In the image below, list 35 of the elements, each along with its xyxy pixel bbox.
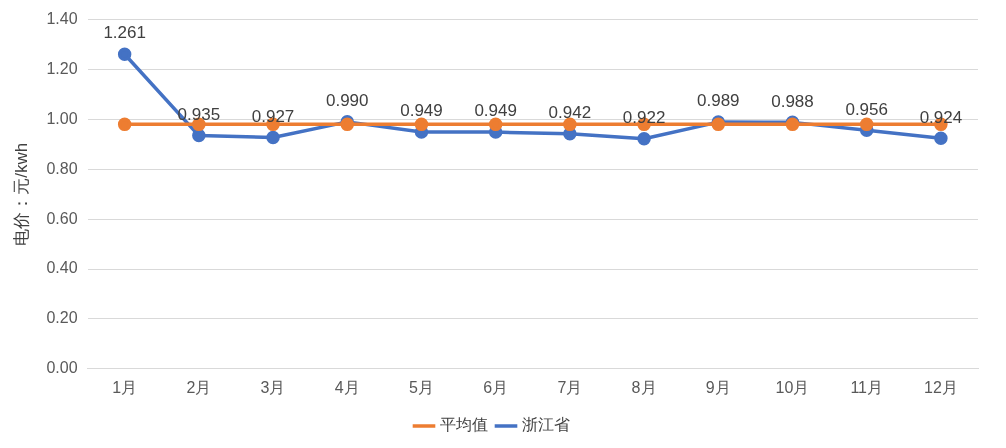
y-tick-label: 0.00 (46, 359, 78, 377)
y-axis-title: 电价：元/kwh (11, 142, 31, 246)
x-tick-label: 4月 (334, 378, 360, 396)
y-tick-label: 0.40 (46, 259, 78, 277)
data-label: 0.956 (845, 99, 888, 119)
x-tick-label: 6月 (483, 378, 509, 396)
y-tick-label: 1.20 (46, 59, 78, 77)
x-tick-label: 5月 (409, 378, 434, 396)
y-tick-label: 0.80 (46, 159, 78, 177)
data-label: 0.990 (325, 91, 369, 111)
data-label: 0.922 (622, 108, 666, 128)
x-tick-label: 2月 (186, 378, 212, 396)
data-label: 0.942 (548, 103, 592, 123)
x-tick-label: 10月 (775, 378, 810, 396)
x-tick-label: 12月 (924, 378, 958, 396)
y-tick-label: 1.40 (46, 10, 78, 28)
legend-label: 浙江省 (522, 416, 570, 434)
data-label: 0.924 (919, 107, 963, 127)
data-label: 0.935 (177, 104, 221, 124)
y-tick-label: 1.00 (46, 109, 78, 127)
data-label: 0.949 (400, 101, 443, 121)
x-tick-label: 1月 (112, 378, 138, 396)
x-tick-label: 11月 (850, 378, 883, 396)
x-tick-label: 7月 (557, 378, 583, 396)
data-label: 0.949 (474, 101, 517, 121)
y-tick-label: 0.60 (46, 209, 78, 227)
data-label: 1.261 (103, 23, 146, 43)
data-label: 0.989 (697, 91, 740, 111)
x-tick-label: 3月 (260, 378, 286, 396)
data-label: 0.988 (771, 91, 814, 111)
x-tick-label: 8月 (631, 378, 657, 396)
y-tick-label: 0.20 (46, 309, 78, 327)
x-tick-label: 9月 (705, 378, 731, 396)
data-label: 0.927 (251, 106, 295, 126)
legend-label: 平均值 (440, 416, 488, 434)
